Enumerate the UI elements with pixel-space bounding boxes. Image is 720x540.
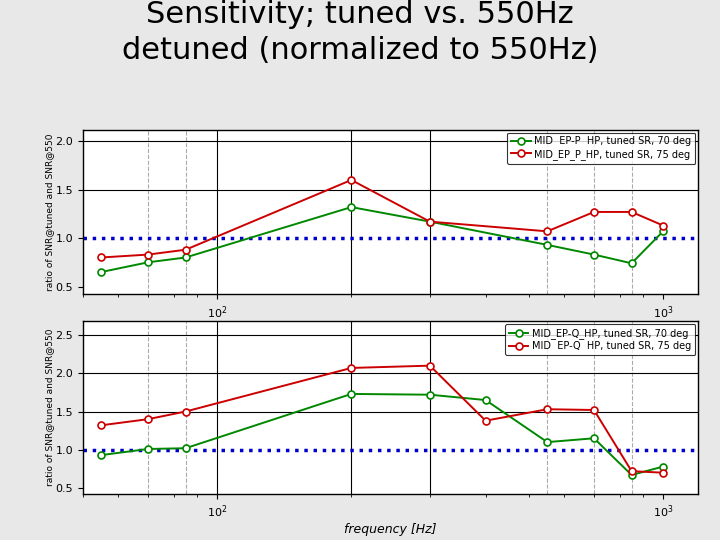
MID  EP-Q  HP, tuned SR, 75 deg: [543, 406, 552, 413]
MID  EP-Q  HP, tuned SR, 75 deg: [659, 469, 667, 476]
MID_EP_P_HP, tuned SR, 75 deg: [144, 251, 153, 258]
MID_EP_P_HP, tuned SR, 75 deg: [97, 254, 106, 261]
MID_EP_P_HP, tuned SR, 75 deg: [590, 208, 598, 215]
MID  EP-P  HP, tuned SR, 70 deg: [144, 259, 153, 266]
MID  EP-P  HP, tuned SR, 70 deg: [181, 254, 190, 261]
Text: Sensitivity; tuned vs. 550Hz
detuned (normalized to 550Hz): Sensitivity; tuned vs. 550Hz detuned (no…: [122, 0, 598, 65]
MID  EP-Q  HP, tuned SR, 75 deg: [481, 417, 490, 424]
MID  EP-Q  HP, tuned SR, 75 deg: [97, 422, 106, 429]
MID_EP-Q_HP, tuned SR, 70 deg: [97, 452, 106, 458]
MID_EP_P_HP, tuned SR, 75 deg: [426, 218, 434, 225]
Y-axis label: ratio of SNR@tuned and SNR@550: ratio of SNR@tuned and SNR@550: [45, 133, 54, 291]
MID_EP-Q_HP, tuned SR, 70 deg: [627, 472, 636, 478]
MID_EP-Q_HP, tuned SR, 70 deg: [481, 397, 490, 403]
Line: MID_EP-Q_HP, tuned SR, 70 deg: MID_EP-Q_HP, tuned SR, 70 deg: [98, 390, 667, 478]
MID_EP_P_HP, tuned SR, 75 deg: [659, 222, 667, 229]
MID_EP-Q_HP, tuned SR, 70 deg: [181, 445, 190, 451]
MID  EP-P  HP, tuned SR, 70 deg: [659, 228, 667, 234]
MID  EP-P  HP, tuned SR, 70 deg: [590, 251, 598, 258]
MID  EP-Q  HP, tuned SR, 75 deg: [426, 362, 434, 369]
X-axis label: frequency [Hz]: frequency [Hz]: [344, 323, 437, 336]
Line: MID  EP-Q  HP, tuned SR, 75 deg: MID EP-Q HP, tuned SR, 75 deg: [98, 362, 667, 476]
MID_EP_P_HP, tuned SR, 75 deg: [543, 228, 552, 234]
Legend: MID  EP-P  HP, tuned SR, 70 deg, MID_EP_P_HP, tuned SR, 75 deg: MID EP-P HP, tuned SR, 70 deg, MID_EP_P_…: [508, 132, 696, 164]
MID  EP-P  HP, tuned SR, 70 deg: [627, 260, 636, 267]
Y-axis label: ratio of SNR@tuned and SNR@550: ratio of SNR@tuned and SNR@550: [45, 329, 54, 487]
MID  EP-Q  HP, tuned SR, 75 deg: [144, 416, 153, 422]
MID_EP_P_HP, tuned SR, 75 deg: [627, 208, 636, 215]
MID_EP-Q_HP, tuned SR, 70 deg: [144, 446, 153, 452]
MID  EP-Q  HP, tuned SR, 75 deg: [347, 364, 356, 371]
Line: MID  EP-P  HP, tuned SR, 70 deg: MID EP-P HP, tuned SR, 70 deg: [98, 204, 667, 275]
X-axis label: frequency [Hz]: frequency [Hz]: [344, 523, 437, 536]
MID_EP_P_HP, tuned SR, 75 deg: [347, 177, 356, 183]
MID  EP-P  HP, tuned SR, 70 deg: [97, 269, 106, 275]
Line: MID_EP_P_HP, tuned SR, 75 deg: MID_EP_P_HP, tuned SR, 75 deg: [98, 177, 667, 261]
MID  EP-Q  HP, tuned SR, 75 deg: [181, 408, 190, 415]
MID  EP-P  HP, tuned SR, 70 deg: [543, 241, 552, 248]
MID  EP-Q  HP, tuned SR, 75 deg: [590, 407, 598, 413]
MID_EP-Q_HP, tuned SR, 70 deg: [347, 391, 356, 397]
MID  EP-Q  HP, tuned SR, 75 deg: [627, 468, 636, 475]
MID  EP-P  HP, tuned SR, 70 deg: [347, 204, 356, 211]
MID_EP-Q_HP, tuned SR, 70 deg: [543, 439, 552, 446]
MID  EP-P  HP, tuned SR, 70 deg: [426, 218, 434, 225]
MID_EP_P_HP, tuned SR, 75 deg: [181, 246, 190, 253]
MID_EP-Q_HP, tuned SR, 70 deg: [426, 392, 434, 398]
MID_EP-Q_HP, tuned SR, 70 deg: [659, 463, 667, 470]
MID_EP-Q_HP, tuned SR, 70 deg: [590, 435, 598, 442]
Legend: MID_EP-Q_HP, tuned SR, 70 deg, MID  EP-Q  HP, tuned SR, 75 deg: MID_EP-Q_HP, tuned SR, 70 deg, MID EP-Q …: [505, 324, 696, 355]
